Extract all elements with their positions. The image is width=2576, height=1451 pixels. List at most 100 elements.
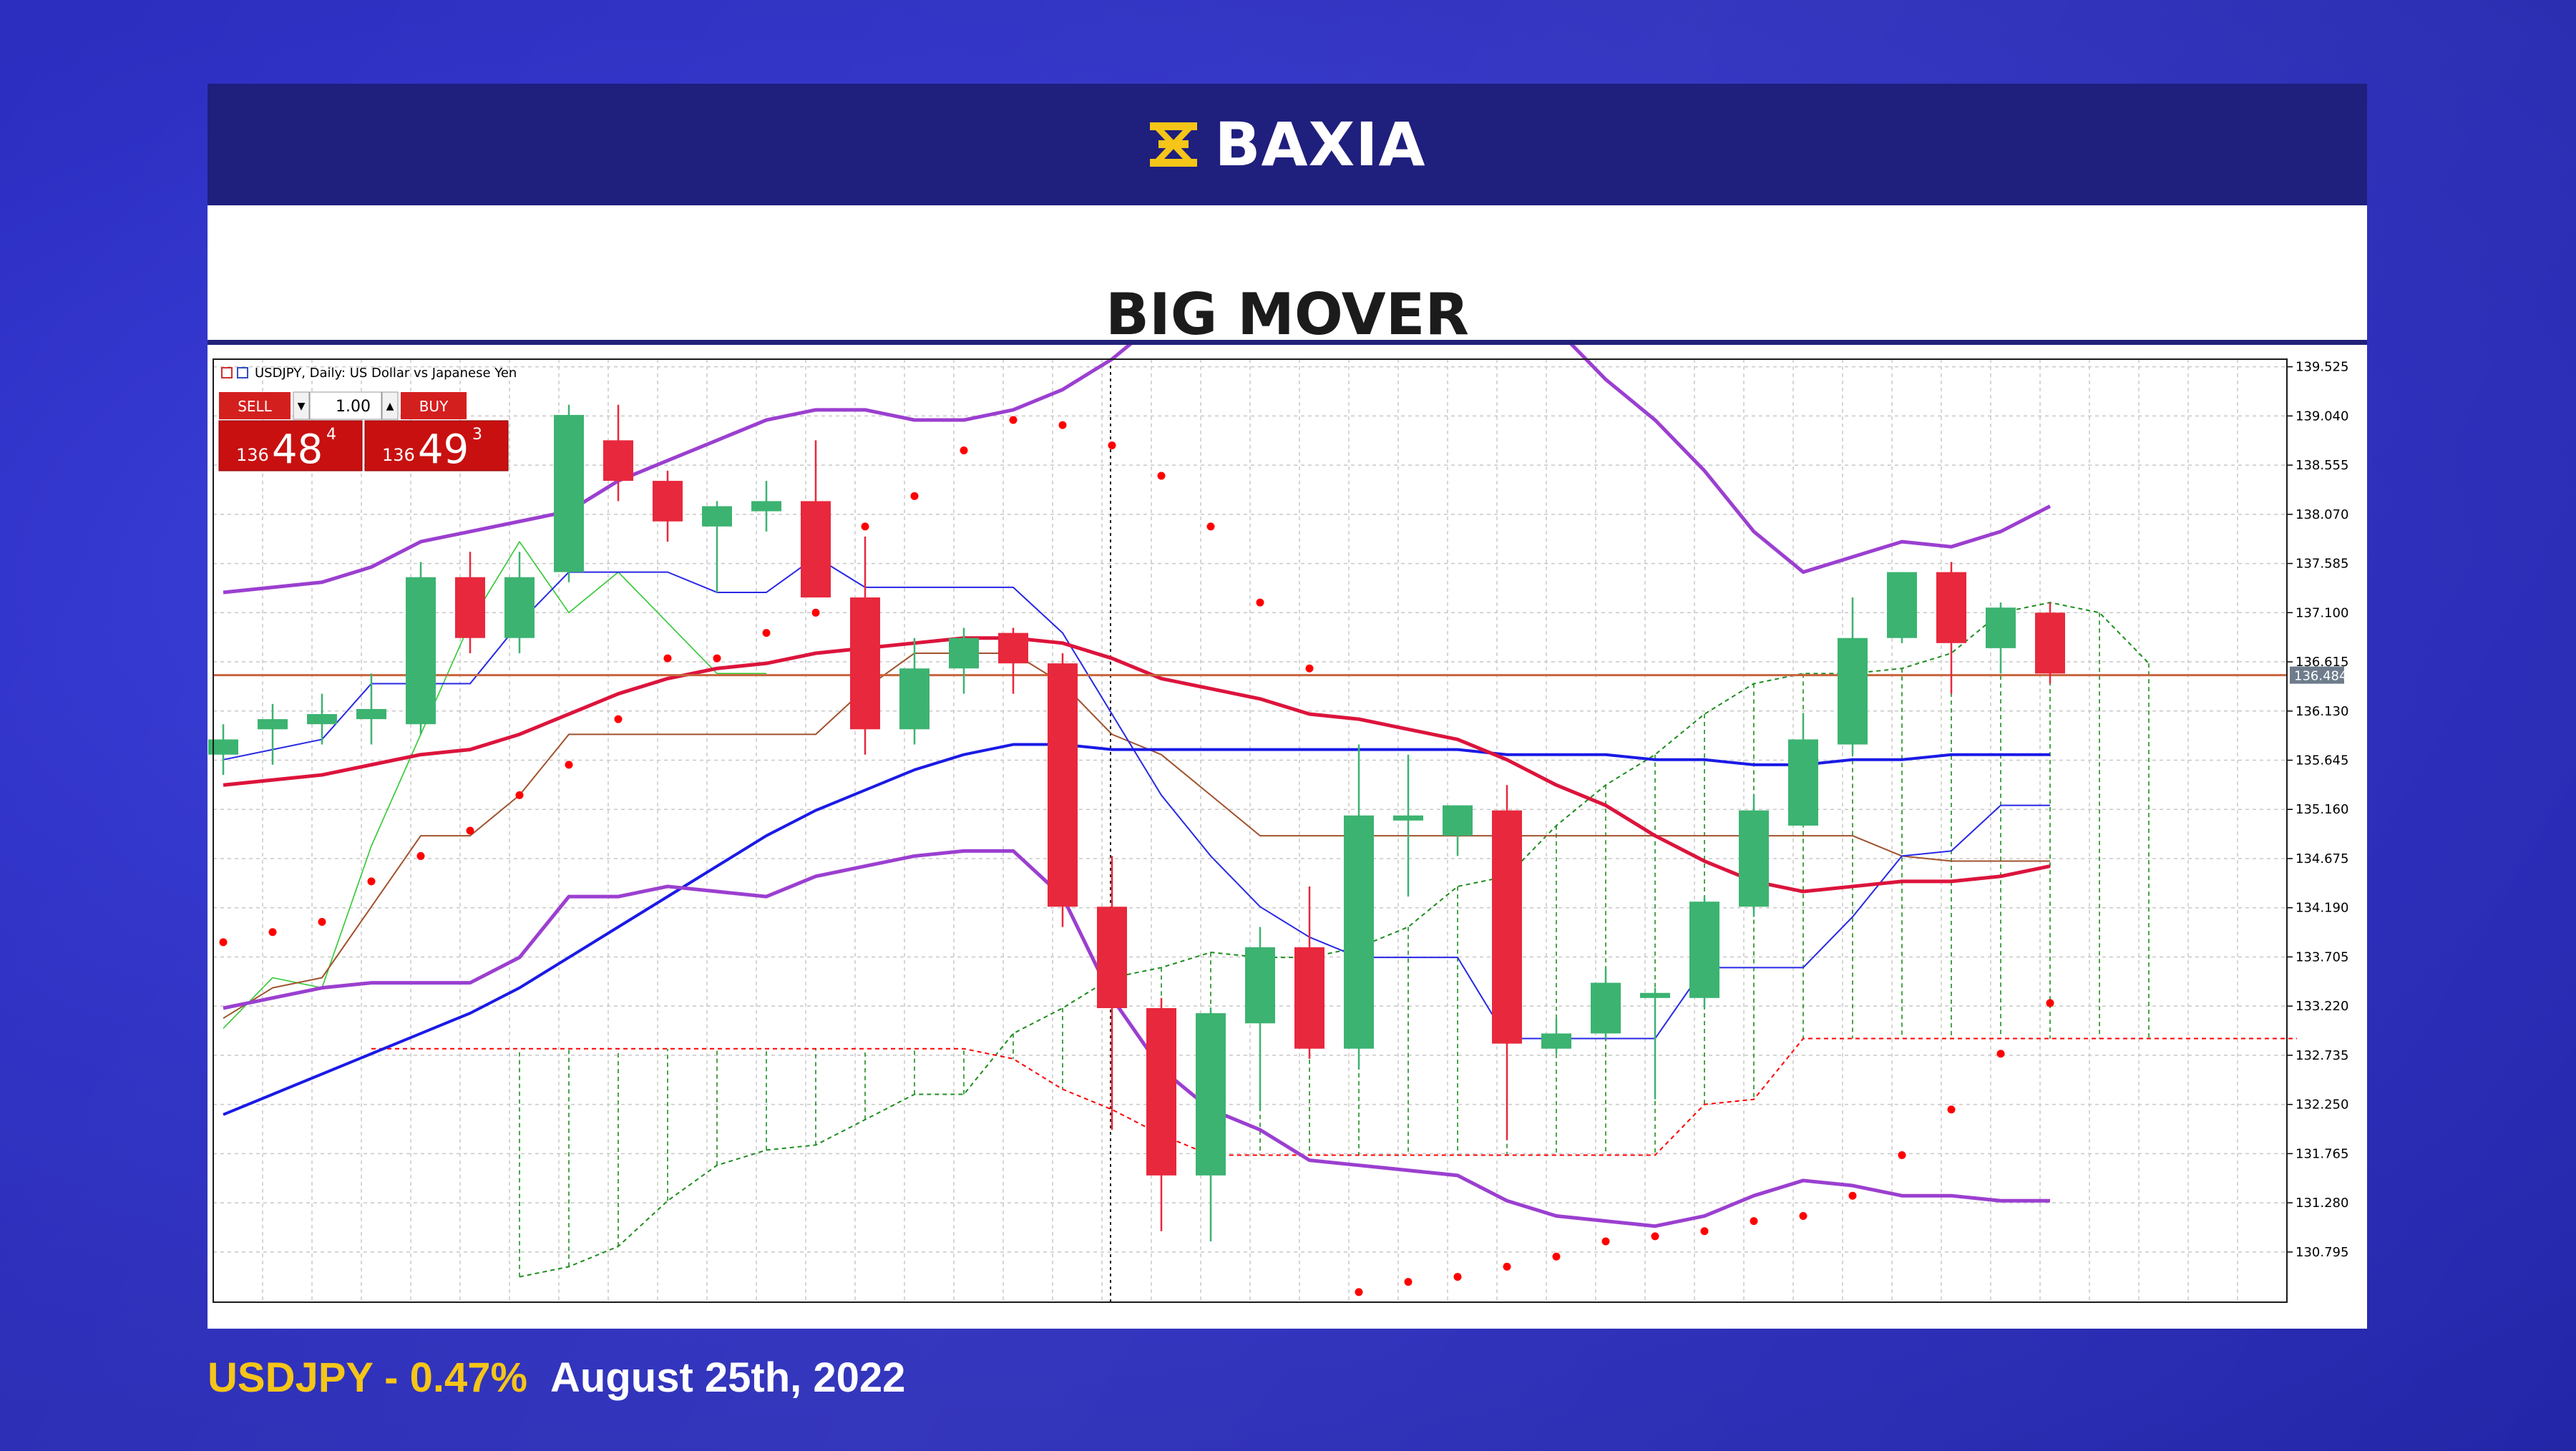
candle-bear [998,632,1028,664]
y-tick-label: 139.040 [2296,409,2348,424]
sar-dot [466,826,474,835]
bollinger-lower [223,849,2050,1228]
headline: BIG MOVER [208,205,2367,424]
one-click-panel: SELL ▼ 1.00 ▲ BUY 136 48 4 136 49 3 [218,391,509,473]
sar-dot [1009,416,1018,424]
sar-dot [1404,1278,1413,1286]
candle-bull [1739,810,1769,907]
candle-bear [603,440,633,482]
sar-dot [811,608,820,617]
sar-dot [1108,441,1116,449]
y-tick-label: 134.190 [2296,901,2348,916]
candles [208,404,2065,1241]
candle-bull [356,708,386,720]
y-tick-label: 130.795 [2296,1245,2348,1260]
sar-dot [268,928,277,937]
sar-dot [1355,1288,1363,1296]
candle-bull [1689,902,1719,998]
sar-dot [2046,999,2054,1007]
candle-bull [258,719,288,730]
buy-price-big: 49 [418,426,469,473]
lot-input[interactable] [309,391,382,420]
candle-bull [554,414,584,572]
y-tick-label: 132.735 [2296,1048,2348,1063]
y-tick-label: 137.100 [2296,605,2348,620]
sar-dot [1848,1191,1857,1200]
candle-bear [1492,810,1522,1044]
sell-price-sup: 4 [326,426,336,444]
sar-dot [565,761,573,769]
sar-dot [1651,1232,1659,1241]
candle-bull [751,501,781,512]
y-tick-label: 137.585 [2296,557,2348,572]
senkou-span-b [371,1037,2297,1156]
y-tick-label: 135.645 [2296,753,2348,768]
y-tick-label: 136.130 [2296,704,2348,719]
current-price-tag [2290,666,2344,684]
candle-bull [899,668,930,730]
chart-window-icon [221,367,233,378]
buy-price-box[interactable] [364,420,509,472]
sar-dot [1305,664,1314,673]
sar-dot [416,851,425,860]
candle-bull [1393,815,1423,821]
chevron-down-icon: ▼ [298,401,306,412]
y-tick-label: 132.250 [2296,1098,2348,1113]
candle-bull [1986,607,2016,648]
moving-average-slow [223,743,2050,1116]
candle-bull [1541,1033,1571,1049]
sell-price-box[interactable] [218,420,363,472]
y-tick-label: 135.160 [2296,802,2348,817]
sar-dot [713,654,721,663]
buy-price-prefix: 136 [382,445,415,465]
buy-button[interactable] [401,392,467,419]
candle-bull [208,739,238,755]
y-tick-label: 131.280 [2296,1196,2348,1211]
sar-dot [1552,1252,1561,1261]
symbol-caption-text: USDJPY, Daily: US Dollar vs Japanese Yen [255,366,517,381]
candle-bear [850,597,880,730]
candle-bull [949,637,979,669]
candle-bull [504,577,535,638]
sar-dot [1750,1217,1758,1226]
ticker-change: USDJPY - 0.47% [208,1354,528,1401]
candle-bull [1591,982,1621,1034]
y-tick-label: 136.615 [2296,655,2348,670]
sar-dot [1996,1050,2005,1058]
y-tick-label: 138.070 [2296,507,2348,522]
candle-bull [1344,815,1374,1049]
brand-name: BAXIA [1214,109,1426,180]
price-axis: 139.525 139.040 138.555 138.070 137.585 137.1… [2287,360,2348,1260]
candle-bear [653,481,683,522]
sar-dot [762,629,771,637]
sell-button[interactable] [219,392,291,419]
candle-bear [2035,612,2065,674]
sar-dot [663,654,672,663]
buy-label: BUY [419,398,449,415]
y-tick-label: 131.765 [2296,1146,2348,1161]
sell-price-big: 48 [272,426,323,473]
y-tick-label: 133.705 [2296,949,2348,964]
candle-bull [1788,739,1818,826]
price-chart[interactable]: 139.525 139.040 138.555 138.070 137.585 137.1… [208,205,2367,1318]
brand-logo: BAXIA [1148,109,1425,180]
header-bar: BAXIA [208,84,2367,205]
candle-bear [1146,1008,1176,1176]
candle-bull [1838,637,1868,745]
y-tick-label: 134.675 [2296,851,2348,866]
indicator-window-icon [237,367,248,378]
sar-dot [910,492,919,500]
sell-price-prefix: 136 [236,445,269,465]
chart-grid [213,359,2287,1302]
headline-divider [208,340,2367,345]
sar-dot [1503,1262,1511,1271]
content-card: BAXIA BIG MOVER 139.525 139.040 138.555 138… [208,84,2367,1329]
buy-price-sup: 3 [472,426,482,444]
lot-increase-button[interactable] [381,391,399,420]
candle-bear [1048,663,1078,907]
sar-dot [1799,1212,1807,1221]
candle-bear [455,577,485,638]
y-tick-label: 133.220 [2296,999,2348,1014]
sar-dot [1453,1273,1462,1281]
lot-decrease-button[interactable] [293,391,310,420]
